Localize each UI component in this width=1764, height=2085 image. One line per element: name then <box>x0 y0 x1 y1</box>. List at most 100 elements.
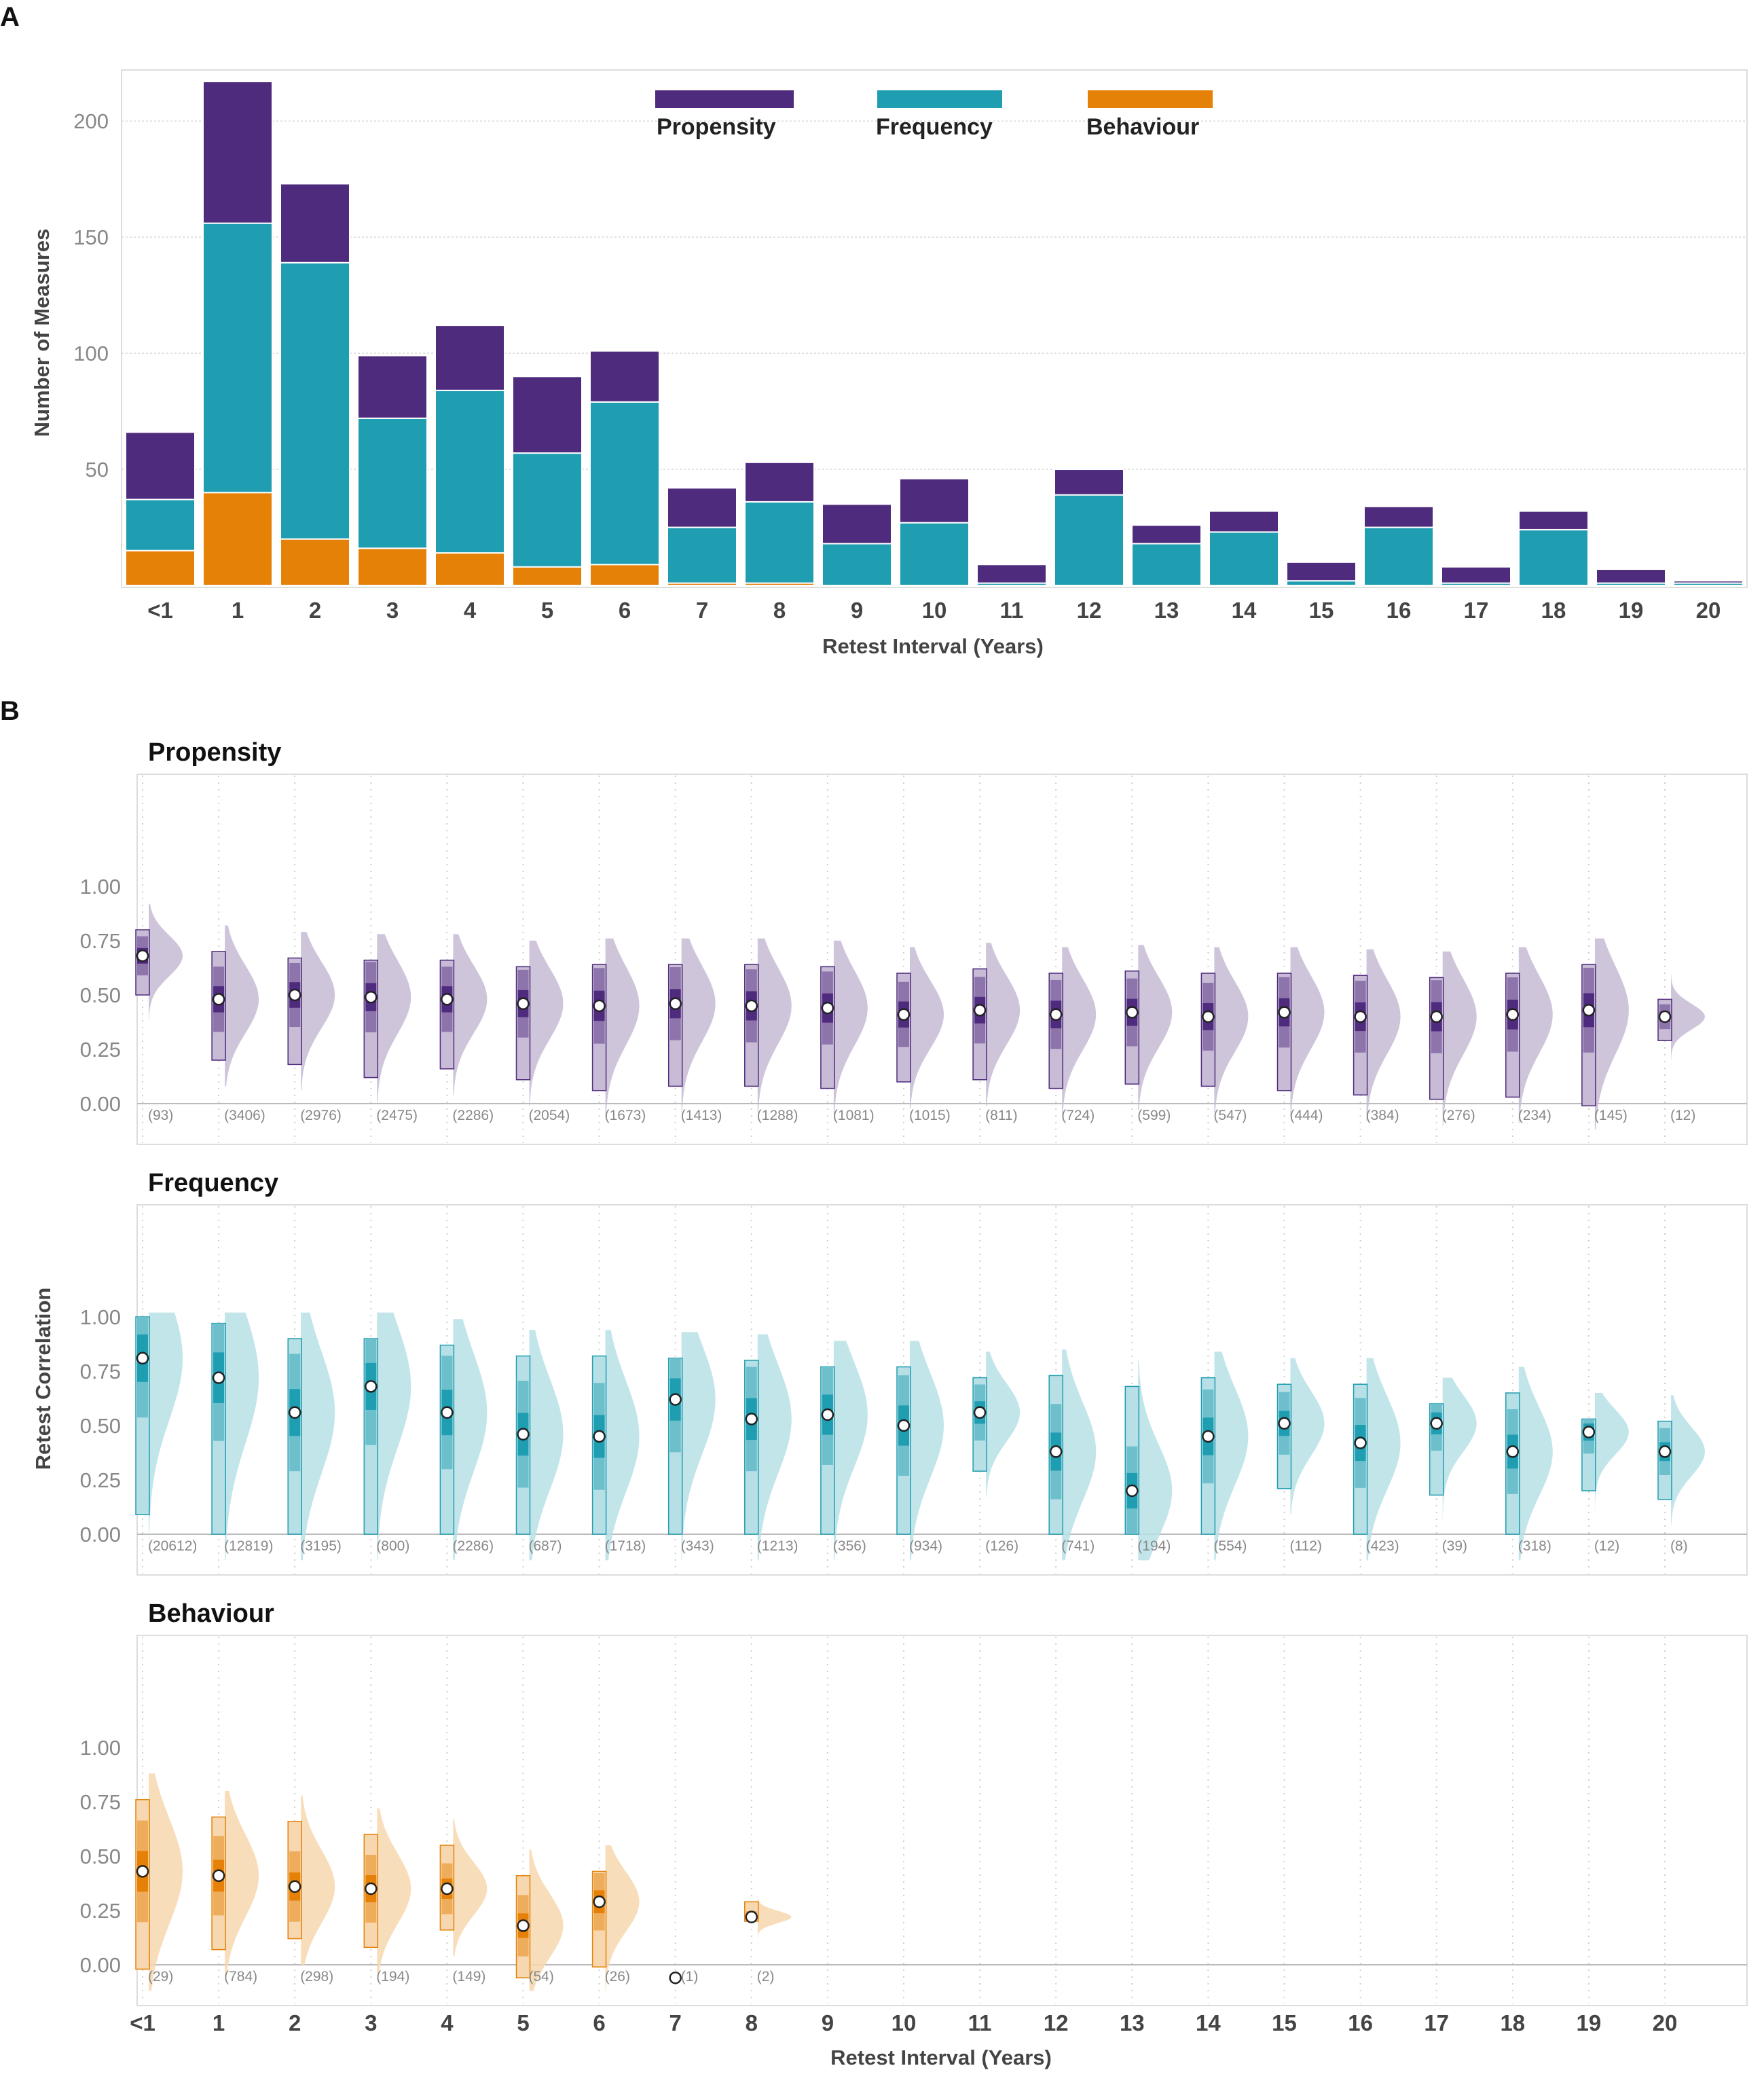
median-point-frequency-19 <box>1582 1426 1596 1438</box>
median-point-frequency-3 <box>365 1380 378 1393</box>
x-tick-label-a-8: 8 <box>773 598 786 623</box>
n-label-frequency-7: (343) <box>681 1538 714 1554</box>
x-tick-label-b-7: 7 <box>669 2010 682 2035</box>
n-label-propensity-15: (444) <box>1290 1108 1323 1123</box>
median-point-propensity-8 <box>745 999 758 1013</box>
median-point-propensity-11 <box>973 1004 987 1017</box>
n-label-propensity-3: (2475) <box>376 1108 418 1123</box>
y-tick-label-frequency-0.00: 0.00 <box>80 1523 121 1546</box>
density-frequency-10 <box>910 1341 944 1561</box>
density-frequency-18 <box>1518 1366 1553 1561</box>
n-label-propensity-18: (234) <box>1518 1108 1551 1123</box>
n-label-frequency-18: (318) <box>1518 1538 1551 1554</box>
bar-frequency-15 <box>1286 580 1357 587</box>
bar-behaviour-<1 <box>125 549 196 586</box>
density-propensity-11 <box>986 943 1020 1106</box>
density-frequency-4 <box>453 1319 488 1561</box>
bar-behaviour-3 <box>357 547 428 587</box>
density-propensity-17 <box>1442 951 1477 1125</box>
density-frequency-2 <box>301 1312 335 1561</box>
median-point-behaviour-7 <box>669 1971 682 1984</box>
x-tick-label-b-12: 12 <box>1044 2010 1069 2035</box>
bar-propensity-17 <box>1441 566 1511 584</box>
x-tick-label-a-16: 16 <box>1386 598 1412 623</box>
y-tick-label-frequency-0.50: 0.50 <box>80 1414 121 1438</box>
x-tick-label-a-3: 3 <box>386 598 399 623</box>
median-point-frequency-7 <box>669 1393 682 1406</box>
x-tick-label-a-2: 2 <box>309 598 321 623</box>
x-tick-label-b-2: 2 <box>289 2010 301 2035</box>
x-tick-label-b-3: 3 <box>365 2010 377 2035</box>
n-label-frequency-17: (39) <box>1442 1538 1467 1554</box>
n-label-propensity-9: (1081) <box>833 1108 875 1123</box>
legend-label-behaviour: Behaviour <box>1086 114 1199 140</box>
n-label-frequency-13: (194) <box>1137 1538 1171 1554</box>
bar-propensity-7 <box>667 487 737 528</box>
density-propensity-9 <box>833 941 868 1114</box>
y-tick-label-frequency-0.75: 0.75 <box>80 1360 121 1383</box>
density-frequency-17 <box>1442 1377 1477 1521</box>
bar-propensity-6 <box>589 350 660 403</box>
legend-label-frequency: Frequency <box>876 114 993 140</box>
y-tick-label-propensity-1.00: 1.00 <box>80 875 121 899</box>
n-label-propensity-5: (2054) <box>529 1108 570 1123</box>
x-tick-label-a-11: 11 <box>1000 598 1024 623</box>
n-label-frequency-1: (12819) <box>224 1538 273 1554</box>
n-label-frequency-6: (1718) <box>605 1538 646 1554</box>
n-label-frequency-12: (741) <box>1061 1538 1095 1554</box>
n-label-frequency-3: (800) <box>376 1538 409 1554</box>
density-frequency-6 <box>605 1330 640 1561</box>
density-frequency-8 <box>757 1334 792 1561</box>
median-point-propensity-20 <box>1658 1010 1672 1023</box>
panel-b-x-ticks: <1 1 2 3 4 5 6 7 8 9 10 11 12 13 14 15 16 17 18 19 20 <box>130 2010 1677 2035</box>
x-tick-label-b-9: 9 <box>822 2010 834 2035</box>
density-behaviour-8 <box>757 1875 792 1948</box>
median-point-frequency-10 <box>897 1419 911 1432</box>
median-point-propensity-5 <box>517 997 530 1011</box>
density-behaviour-3 <box>377 1808 411 1974</box>
y-tick-label-propensity-0.00: 0.00 <box>80 1092 121 1116</box>
bar-propensity-<1 <box>125 431 196 501</box>
median-point-behaviour-4 <box>441 1882 454 1896</box>
density-frequency-5 <box>529 1330 564 1561</box>
density-frequency-14 <box>1214 1352 1249 1561</box>
median-point-frequency-5 <box>517 1428 530 1441</box>
density-propensity-20 <box>1671 973 1705 1067</box>
median-point-propensity-3 <box>365 990 378 1004</box>
n-label-propensity-19: (145) <box>1594 1108 1628 1123</box>
n-label-propensity-13: (599) <box>1137 1108 1171 1123</box>
panel-b-letter: B <box>0 696 20 726</box>
legend-swatch-propensity <box>655 90 794 108</box>
x-tick-label-a-12: 12 <box>1077 598 1102 623</box>
median-point-frequency-8 <box>745 1413 758 1426</box>
x-tick-label-a-5: 5 <box>541 598 553 623</box>
panel-a-letter: A <box>0 2 20 32</box>
x-tick-label-a-4: 4 <box>464 598 477 623</box>
median-point-behaviour-5 <box>517 1919 530 1932</box>
x-tick-label-a-7: 7 <box>696 598 708 623</box>
median-point-frequency-18 <box>1506 1445 1520 1458</box>
bar-frequency-3 <box>357 417 428 549</box>
n-label-behaviour-8: (2) <box>757 1969 775 1984</box>
bar-frequency-18 <box>1518 528 1589 586</box>
median-point-propensity-10 <box>897 1008 911 1021</box>
median-point-propensity-1 <box>212 993 225 1006</box>
n-label-propensity-10: (1015) <box>909 1108 951 1123</box>
bar-propensity-20 <box>1673 580 1744 584</box>
bar-behaviour-6 <box>589 564 660 587</box>
density-frequency-13 <box>1138 1360 1173 1561</box>
bar-frequency-4 <box>435 389 505 554</box>
median-point-propensity-15 <box>1278 1006 1291 1019</box>
median-point-propensity-2 <box>288 988 301 1002</box>
median-point-propensity-16 <box>1354 1010 1367 1023</box>
panel-b-xlabel: Retest Interval (Years) <box>830 2046 1052 2069</box>
y-tick-label-propensity-0.50: 0.50 <box>80 983 121 1007</box>
median-point-frequency-4 <box>441 1406 454 1419</box>
n-label-frequency-15: (112) <box>1290 1538 1322 1554</box>
facet-frequency: Frequency 0.00 0.25 0.50 0.75 1.00 (20612) (128… <box>80 1169 1748 1576</box>
n-label-frequency-19: (12) <box>1594 1538 1619 1554</box>
y-tick-label-200: 200 <box>73 109 109 133</box>
n-label-behaviour-7: (1) <box>681 1969 699 1984</box>
median-point-behaviour-2 <box>288 1880 301 1893</box>
